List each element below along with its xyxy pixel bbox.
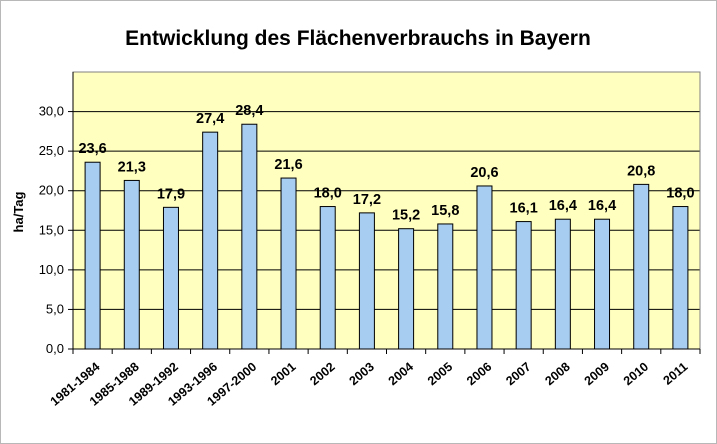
chart-title: Entwicklung des Flächenverbrauchs in Bay… bbox=[125, 27, 591, 50]
x-tick-label: 2002 bbox=[307, 360, 337, 389]
x-tick-label: 2009 bbox=[582, 360, 612, 389]
data-label: 20,8 bbox=[627, 163, 655, 179]
data-label: 17,2 bbox=[353, 192, 381, 208]
y-tick-label: 15,0 bbox=[39, 222, 64, 237]
x-tick-label: 2006 bbox=[464, 360, 494, 389]
data-label: 16,4 bbox=[588, 198, 616, 214]
x-tick-label: 2010 bbox=[621, 360, 651, 389]
bar bbox=[515, 221, 532, 350]
bar bbox=[241, 123, 258, 350]
bar bbox=[594, 218, 611, 350]
bar bbox=[280, 177, 297, 350]
bar bbox=[162, 206, 179, 350]
data-label: 16,4 bbox=[549, 198, 577, 214]
bar bbox=[319, 206, 336, 350]
bar bbox=[672, 206, 689, 350]
y-tick-label: 30,0 bbox=[39, 104, 64, 119]
x-tick-label: 2007 bbox=[503, 360, 533, 389]
data-label: 18,0 bbox=[314, 186, 342, 202]
y-tick-label: 25,0 bbox=[39, 143, 64, 158]
bar bbox=[554, 218, 571, 350]
bar bbox=[437, 223, 454, 350]
data-label: 21,3 bbox=[118, 159, 146, 175]
bar bbox=[398, 228, 415, 350]
x-tick-label: 2004 bbox=[386, 360, 416, 389]
x-tick-label: 2005 bbox=[425, 360, 455, 389]
data-label: 17,9 bbox=[157, 186, 185, 202]
y-axis-label: ha/Tag bbox=[11, 191, 26, 232]
data-label: 15,2 bbox=[392, 208, 420, 224]
y-tick-label: 0,0 bbox=[46, 341, 64, 356]
x-tick-label: 2001 bbox=[268, 360, 298, 389]
data-label: 15,8 bbox=[431, 203, 459, 219]
y-tick-label: 5,0 bbox=[46, 301, 64, 316]
bar bbox=[633, 183, 650, 350]
x-tick-label: 2011 bbox=[661, 360, 691, 388]
data-label: 27,4 bbox=[196, 111, 224, 127]
data-label: 16,1 bbox=[510, 201, 538, 217]
y-tick-label: 20,0 bbox=[39, 183, 64, 198]
data-label: 20,6 bbox=[470, 165, 498, 181]
x-tick-label: 2008 bbox=[542, 360, 572, 389]
data-label: 21,6 bbox=[274, 157, 302, 173]
bar bbox=[476, 185, 493, 350]
data-label: 23,6 bbox=[78, 141, 106, 157]
bar bbox=[84, 161, 101, 350]
bar bbox=[123, 179, 140, 350]
data-label: 18,0 bbox=[666, 186, 694, 202]
bar bbox=[358, 212, 375, 350]
x-tick-label: 2003 bbox=[347, 360, 377, 389]
plot-area: 0,05,010,015,020,025,030,023,61981-19842… bbox=[39, 71, 701, 409]
y-tick-label: 10,0 bbox=[39, 262, 64, 277]
bar bbox=[202, 131, 219, 350]
data-label: 28,4 bbox=[235, 103, 263, 119]
